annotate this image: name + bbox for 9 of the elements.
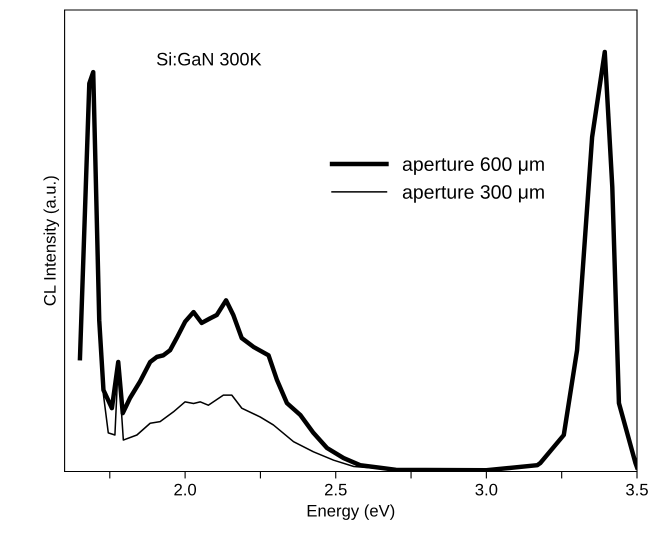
legend-label: aperture 300 μm: [402, 185, 544, 203]
y-axis-title: CL Intensity (a.u.): [44, 176, 60, 306]
x-tick-label: 3.0: [475, 484, 498, 496]
x-axis-title: Energy (eV): [308, 504, 394, 520]
x-tick-label: 2.0: [174, 484, 196, 496]
legend-label: aperture 600 μm: [402, 157, 544, 175]
annotation: Si:GaN 300K: [157, 52, 262, 66]
x-tick-label: 2.5: [324, 484, 347, 496]
x-tick-label: 3.5: [626, 484, 648, 496]
